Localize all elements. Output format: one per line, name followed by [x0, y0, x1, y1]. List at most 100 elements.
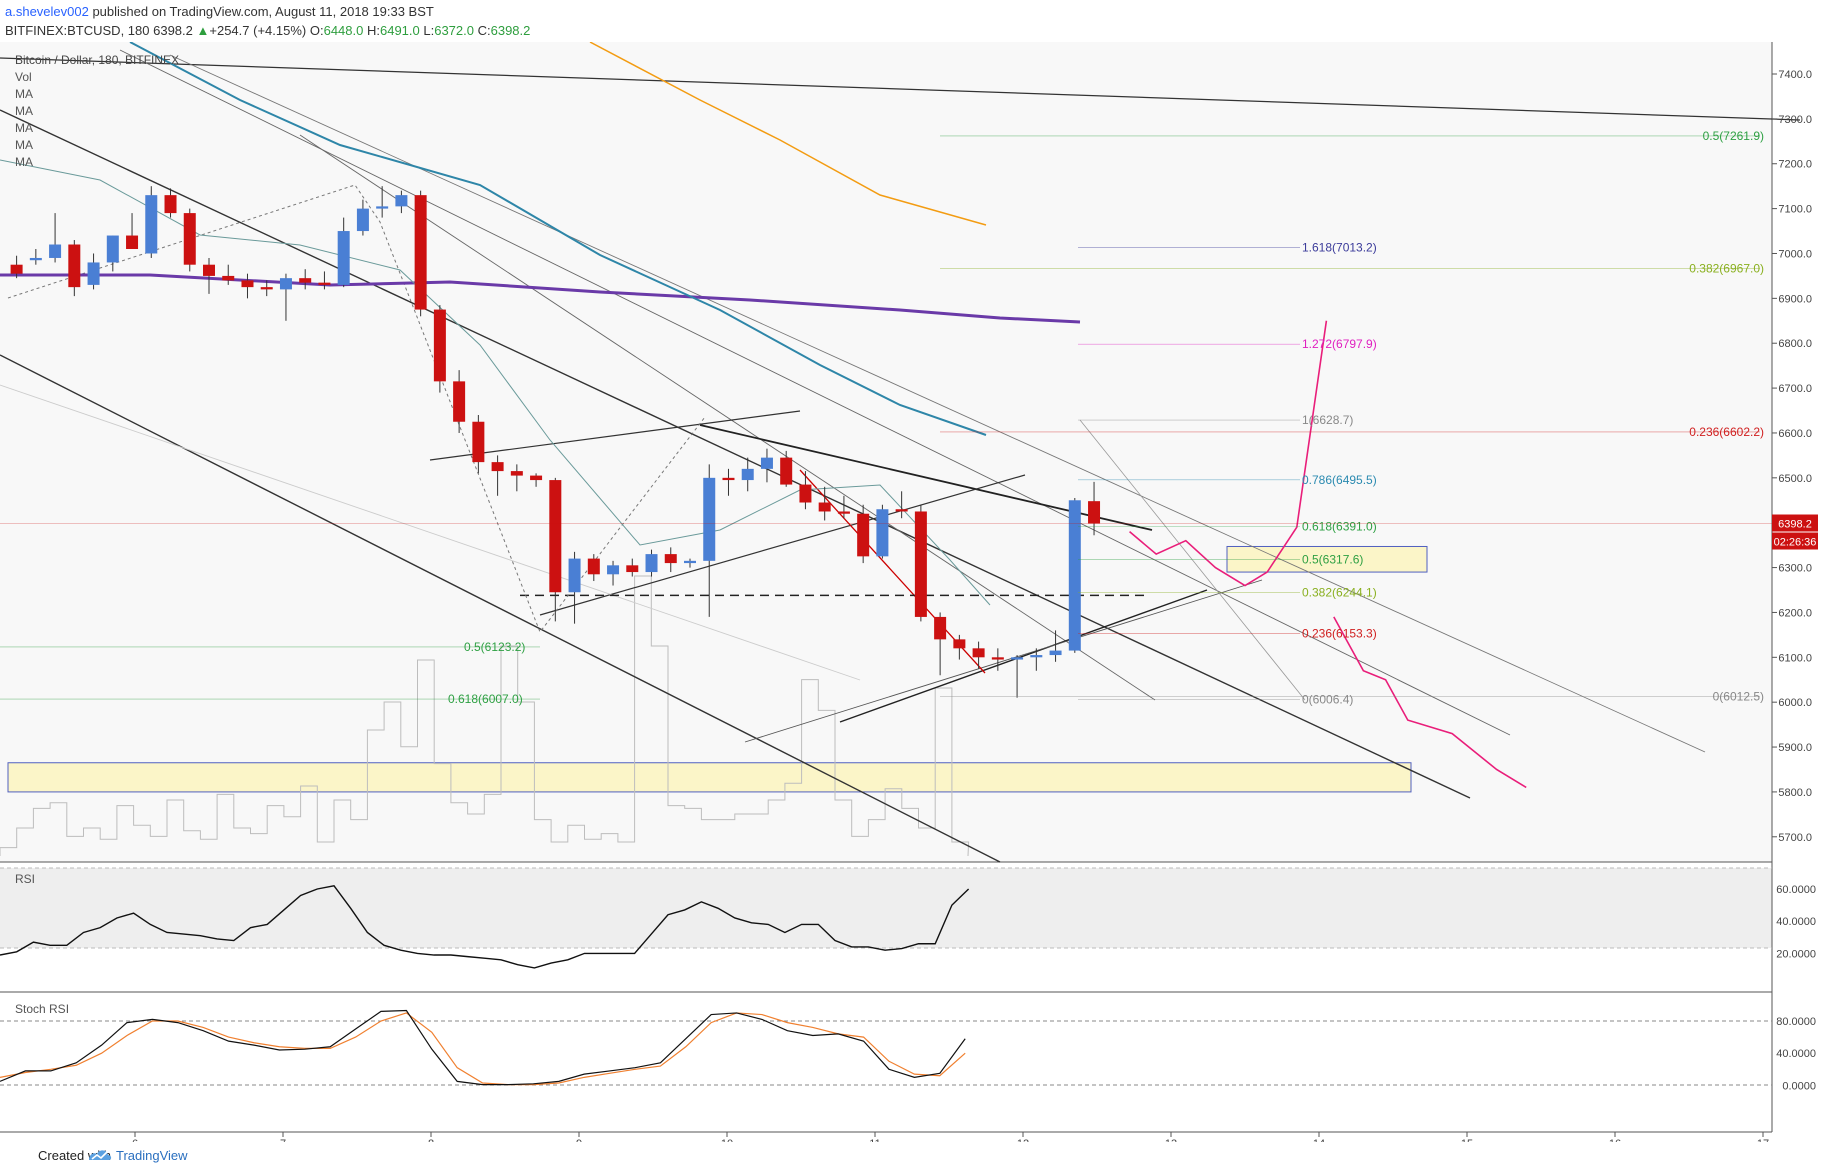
countdown-text: 02:26:36: [1774, 537, 1817, 549]
bullish-candle: [684, 560, 696, 564]
bullish-candle: [376, 206, 389, 209]
bearish-candle: [722, 477, 735, 481]
fib-level-label: 0.618(6007.0): [448, 692, 523, 706]
legend-ma-4[interactable]: MA: [15, 138, 33, 152]
bullish-candle: [395, 195, 408, 207]
fib-level-label: 0.786(6495.5): [1302, 473, 1377, 487]
trend-line: [299, 134, 1156, 701]
bullish-candle: [29, 257, 42, 261]
trend-line: [119, 49, 1511, 736]
legend-ma-1[interactable]: MA: [15, 87, 33, 101]
trend-line: [744, 579, 1263, 743]
tradingview-logo-icon: [89, 1150, 112, 1160]
bearish-candle: [818, 502, 831, 512]
bearish-candle: [780, 457, 793, 485]
bearish-candle: [953, 639, 966, 649]
bullish-candle: [876, 509, 889, 557]
price-tick-label: 5700.0: [1778, 832, 1812, 844]
fib-level-label: 0.5(7261.9): [1703, 129, 1764, 143]
bearish-candle: [183, 213, 196, 265]
author-link[interactable]: a.shevelev002: [5, 4, 89, 19]
time-tick-label: 7: [280, 1138, 286, 1142]
ma-orange: [589, 42, 987, 226]
price-tick-label: 6500.0: [1778, 473, 1812, 485]
publish-line: a.shevelev002 published on TradingView.c…: [5, 4, 434, 19]
zigzag-dashed: [7, 184, 706, 634]
volume-histogram: [0, 575, 970, 857]
price-tick-label: 6000.0: [1778, 697, 1812, 709]
bearish-candle: [972, 648, 985, 658]
price-tick-label: 6600.0: [1778, 428, 1812, 440]
time-tick-label: 13: [1165, 1138, 1177, 1142]
price-tick-label: 7300.0: [1778, 114, 1812, 126]
chart-canvas[interactable]: 0.5(7261.9) 1.618(7013.2) 0.382(6967.0) 1.2…: [0, 42, 1828, 1142]
bearish-candle: [68, 244, 81, 288]
bullish-candle: [568, 558, 581, 593]
time-tick-label: 16: [1609, 1138, 1621, 1142]
fib-level-label: 1(6628.7): [1302, 413, 1353, 427]
time-tick-label: 8: [428, 1138, 434, 1142]
time-tick-label: 6: [132, 1138, 138, 1142]
bearish-candle: [472, 421, 485, 463]
price-tick-label: 6700.0: [1778, 383, 1812, 395]
trend-line: [539, 474, 1026, 616]
bearish-candle: [857, 513, 870, 557]
price-tick-label: 7200.0: [1778, 159, 1812, 171]
trend-line: [839, 589, 1208, 723]
rsi-title: RSI: [15, 872, 35, 886]
legend-ma-3[interactable]: MA: [15, 121, 33, 135]
bearish-candle: [203, 264, 215, 276]
bearish-candle: [299, 278, 312, 283]
bullish-candle: [1049, 650, 1062, 656]
fib-level-label: 0.236(6602.2): [1689, 425, 1764, 439]
bullish-candle: [279, 278, 292, 290]
last-price-text: 6398.2: [1778, 519, 1812, 531]
fib-level-label: 0(6012.5): [1713, 690, 1764, 704]
fib-level-label: 0.382(6244.1): [1302, 586, 1377, 600]
stoch-tick-label: 80.0000: [1776, 1016, 1816, 1028]
time-tick-label: 15: [1461, 1138, 1473, 1142]
tradingview-brand-link[interactable]: TradingView: [116, 1148, 188, 1163]
low-label: L:: [423, 23, 435, 38]
bearish-candle: [626, 565, 639, 573]
legend-ma-5[interactable]: MA: [15, 155, 33, 169]
legend-ma-2[interactable]: MA: [15, 104, 33, 118]
bullish-candle: [1068, 500, 1081, 651]
rsi-tick-label: 60.0000: [1776, 884, 1816, 896]
main-pane: [0, 42, 1772, 862]
time-tick-label: 11: [869, 1138, 880, 1142]
fib-level-label: 1.618(7013.2): [1302, 241, 1377, 255]
bearish-candle: [914, 511, 927, 617]
trend-line: [169, 54, 1706, 753]
price-tick-label: 6200.0: [1778, 607, 1812, 619]
trend-line: [0, 354, 1001, 863]
legend-vol[interactable]: Vol: [15, 70, 32, 84]
low-value: 6372.0: [434, 23, 474, 38]
fib-level-label: 0.236(6153.3): [1302, 626, 1377, 640]
bullish-candle: [337, 231, 350, 285]
last-price: 6398.2: [153, 23, 193, 38]
target-zone: [1226, 545, 1428, 573]
bullish-candle: [645, 554, 658, 573]
ma-purple: [0, 273, 1081, 324]
bearish-candle: [318, 282, 331, 285]
bullish-candle: [1011, 657, 1024, 660]
open-value: 6448.0: [323, 23, 364, 38]
chart-header: a.shevelev002 published on TradingView.c…: [0, 0, 1828, 42]
price-tick-label: 6900.0: [1778, 293, 1812, 305]
bearish-candle: [10, 264, 23, 274]
fib-level-label: 1.272(6797.9): [1302, 337, 1377, 351]
fib-level-label: 0.5(6123.2): [464, 640, 525, 654]
bearish-candle: [837, 511, 850, 514]
bullish-candle: [145, 195, 158, 254]
bullish-candle: [760, 457, 773, 469]
time-tick-label: 14: [1313, 1138, 1325, 1142]
trend-line: [0, 109, 1471, 799]
support-zone: [7, 762, 1412, 793]
bearish-candle: [222, 275, 235, 281]
rsi-band: [0, 868, 1772, 948]
price-tick-label: 5900.0: [1778, 742, 1812, 754]
price-tick-label: 7000.0: [1778, 248, 1812, 260]
fib-level-label: 0.5(6317.6): [1302, 553, 1363, 567]
open-label: O:: [309, 23, 324, 38]
